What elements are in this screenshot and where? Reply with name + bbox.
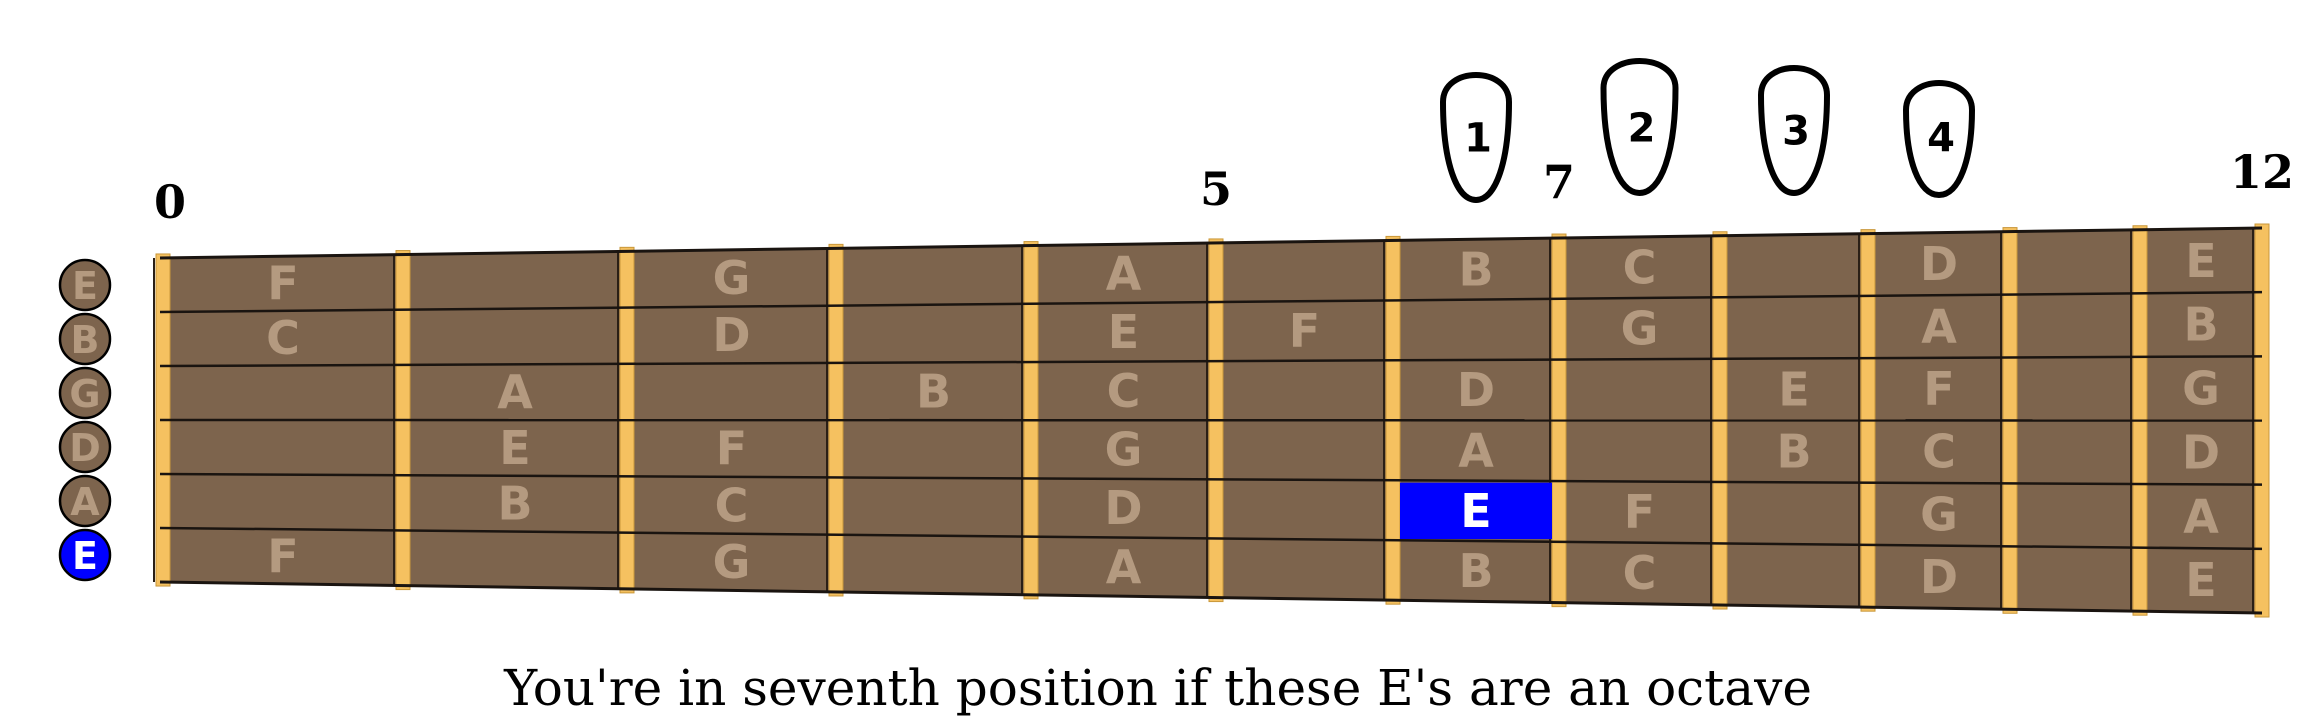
note-label: F — [267, 530, 298, 584]
note-label: E — [2185, 234, 2216, 288]
fret-marker: 7 — [1543, 155, 1575, 209]
finger-guides: 1 2 3 4 — [1439, 58, 1976, 204]
note-label: D — [2182, 425, 2220, 479]
finger-number: 1 — [1464, 115, 1492, 161]
note-label: A — [1458, 423, 1494, 477]
note-label: F — [1923, 362, 1954, 416]
note-label: B — [497, 477, 532, 531]
note-label: E — [2185, 553, 2216, 607]
note-label: B — [1458, 544, 1493, 598]
string-line — [159, 472, 2263, 486]
note-label: C — [266, 311, 300, 365]
note-label: G — [713, 535, 751, 589]
fret-markers: 0 5 7 12 — [154, 145, 2294, 229]
note-label: F — [716, 422, 747, 476]
open-string-circle — [58, 420, 112, 474]
note-label: G — [713, 251, 751, 305]
note-label: C — [1623, 240, 1657, 294]
fret-marker: 12 — [2230, 145, 2294, 199]
open-string-circle — [58, 474, 112, 528]
note-labels: F G A B C D EC D E F G A BA B C D E F GE F G A B C DB C D E F G AF G A B C… — [266, 234, 2220, 607]
note-label: F — [1289, 304, 1320, 358]
note-label: F — [267, 257, 298, 311]
string-line — [159, 355, 2263, 368]
note-label: D — [1104, 481, 1142, 535]
open-string-label: E — [72, 534, 98, 578]
note-label: D — [1920, 550, 1958, 604]
note-label: A — [1921, 300, 1957, 354]
fret-marker: 5 — [1200, 162, 1232, 216]
finger-pick-icon — [1902, 80, 1976, 199]
caption: You're in seventh position if these E's … — [503, 659, 1812, 717]
note-label: G — [1105, 423, 1143, 477]
note-label: C — [715, 478, 749, 532]
strings — [159, 226, 2263, 615]
note-label: D — [712, 308, 750, 362]
note-label: C — [1107, 364, 1141, 418]
note-label: B — [2183, 298, 2218, 352]
note-label: A — [497, 365, 533, 419]
string-line — [159, 418, 2263, 422]
open-string-label: B — [71, 318, 100, 362]
note-label: G — [2182, 362, 2220, 416]
note-label: D — [1457, 363, 1495, 417]
finger-pick-icon — [1439, 72, 1513, 204]
note-label: B — [1458, 242, 1493, 296]
note-label: E — [1108, 305, 1139, 359]
open-string-circle — [58, 312, 112, 366]
note-label: B — [1776, 424, 1811, 478]
open-string-circle — [58, 528, 112, 582]
highlight-cells — [1400, 482, 1552, 540]
open-string-circle — [58, 258, 112, 312]
board-edge-bottom — [159, 580, 2263, 615]
note-label: E — [1460, 484, 1491, 538]
note-label: E — [1778, 362, 1809, 416]
finger-pick-icon — [1600, 58, 1679, 197]
board-edge-top — [159, 226, 2263, 260]
open-string-label: G — [69, 372, 100, 416]
note-label: G — [1920, 487, 1958, 541]
note-label: A — [1106, 540, 1142, 594]
note-label: F — [1624, 485, 1655, 539]
note-label: C — [1623, 546, 1657, 600]
finger-number: 3 — [1782, 108, 1810, 154]
fret-marker: 0 — [154, 175, 186, 229]
finger-pick-icon — [1757, 65, 1831, 197]
finger-number: 4 — [1927, 115, 1955, 161]
highlight-cell — [1400, 482, 1552, 540]
finger-number: 2 — [1628, 106, 1656, 152]
note-label: C — [1922, 425, 1956, 479]
note-label: A — [2183, 489, 2219, 543]
open-string-label: D — [69, 426, 101, 470]
string-line — [159, 290, 2263, 314]
note-label: D — [1920, 237, 1958, 291]
note-label: E — [499, 421, 530, 475]
note-label: A — [1106, 247, 1142, 301]
note-label: B — [916, 364, 951, 418]
open-string-label: A — [70, 480, 100, 524]
note-label: G — [1621, 302, 1659, 356]
open-string-label: E — [72, 264, 98, 308]
string-line — [159, 526, 2263, 551]
open-string-circle — [58, 366, 112, 420]
